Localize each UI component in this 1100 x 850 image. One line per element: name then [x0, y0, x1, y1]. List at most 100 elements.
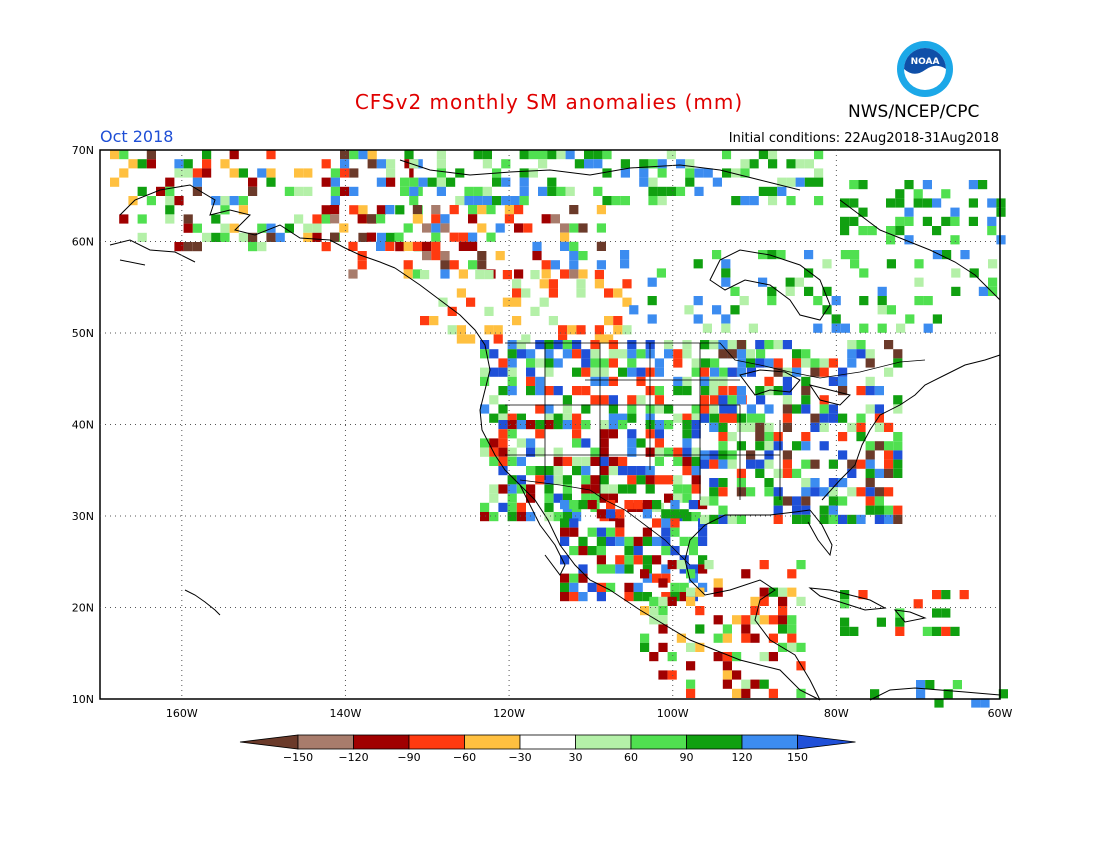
- anomaly-cell: [886, 198, 896, 208]
- anomaly-cell: [913, 189, 923, 199]
- anomaly-cell: [165, 186, 175, 196]
- anomaly-cell: [431, 232, 441, 242]
- anomaly-cell: [840, 216, 850, 226]
- anomaly-cell: [764, 478, 774, 488]
- anomaly-cell: [581, 493, 591, 503]
- lat-tick-label: 70N: [72, 144, 94, 157]
- anomaly-cell: [700, 386, 710, 396]
- anomaly-cell: [759, 652, 769, 662]
- anomaly-cell: [562, 484, 572, 494]
- anomaly-cell: [847, 349, 857, 359]
- anomaly-cell: [376, 232, 386, 242]
- longitude-labels: 160W 140W 120W 100W 80W 60W: [166, 707, 1013, 720]
- anomaly-cell: [988, 277, 998, 287]
- anomaly-cell: [312, 232, 322, 242]
- anomaly-cell: [562, 349, 572, 359]
- anomaly-cell: [664, 447, 674, 457]
- anomaly-cell: [596, 205, 606, 215]
- anomaly-cell: [647, 296, 657, 306]
- anomaly-cell: [596, 546, 606, 556]
- anomaly-cell: [550, 260, 560, 270]
- anomaly-cell: [581, 466, 591, 476]
- anomaly-cell: [727, 459, 737, 469]
- anomaly-cell: [710, 358, 720, 368]
- anomaly-cell: [501, 177, 511, 187]
- anomaly-cell: [174, 168, 184, 178]
- anomaly-cell: [709, 478, 719, 488]
- anomaly-cell: [764, 376, 774, 386]
- anomaly-cell: [248, 177, 258, 187]
- anomaly-cell: [357, 260, 367, 270]
- anomaly-cell: [507, 367, 517, 377]
- anomaly-cell: [664, 420, 674, 430]
- anomaly-cell: [840, 250, 850, 260]
- anomaly-cell: [782, 459, 792, 469]
- anomaly-cell: [574, 150, 584, 160]
- anomaly-cell: [731, 150, 741, 160]
- anomaly-cell: [581, 404, 591, 414]
- anomaly-cell: [661, 592, 671, 602]
- anomaly-cell: [594, 279, 604, 289]
- anomaly-cell: [736, 413, 746, 423]
- anomaly-cell: [550, 214, 560, 224]
- anomaly-cell: [376, 177, 386, 187]
- anomaly-cell: [620, 159, 630, 169]
- anomaly-cell: [395, 205, 405, 215]
- anomaly-cell: [758, 277, 768, 287]
- anomaly-cell: [782, 395, 792, 405]
- anomaly-cell: [572, 367, 582, 377]
- anomaly-cell: [412, 205, 422, 215]
- anomaly-cell: [477, 223, 487, 233]
- anomaly-cell: [679, 509, 689, 519]
- anomaly-cell: [526, 493, 536, 503]
- anomaly-cell: [611, 196, 621, 206]
- agency-label: NWS/NCEP/CPC: [848, 102, 980, 122]
- anomaly-cell: [782, 468, 792, 478]
- anomaly-cell: [590, 349, 600, 359]
- anomaly-cell: [553, 466, 563, 476]
- anomaly-cell: [795, 159, 805, 169]
- anomaly-cell: [639, 168, 649, 178]
- anomaly-cell: [893, 505, 903, 515]
- anomaly-cell: [673, 349, 683, 359]
- anomaly-cell: [792, 468, 802, 478]
- anomaly-cell: [667, 560, 677, 570]
- anomaly-cell: [905, 314, 915, 324]
- anomaly-cell: [796, 560, 806, 570]
- anomaly-cell: [721, 323, 731, 333]
- anomaly-cell: [535, 386, 545, 396]
- anomaly-cell: [615, 518, 625, 528]
- anomaly-cell: [538, 150, 548, 160]
- anomaly-cell: [682, 349, 692, 359]
- anomaly-cell: [608, 413, 618, 423]
- anomaly-cell: [498, 404, 508, 414]
- anomaly-cell: [541, 260, 551, 270]
- anomaly-cell: [813, 323, 823, 333]
- anomaly-cell: [713, 578, 723, 588]
- anomaly-cell: [556, 150, 566, 160]
- anomaly-cell: [330, 196, 340, 206]
- anomaly-cell: [572, 456, 582, 466]
- anomaly-cell: [321, 214, 331, 224]
- anomaly-cell: [654, 386, 664, 396]
- anomaly-cell: [828, 505, 838, 515]
- anomaly-cell: [870, 689, 880, 699]
- anomaly-cell: [183, 242, 193, 252]
- anomaly-cell: [436, 177, 446, 187]
- anomaly-cell: [682, 438, 692, 448]
- anomaly-cell: [828, 376, 838, 386]
- anomaly-cell: [535, 466, 545, 476]
- anomaly-cell: [498, 358, 508, 368]
- anomaly-cell: [330, 168, 340, 178]
- anomaly-cell: [400, 186, 410, 196]
- anomaly-cell: [782, 386, 792, 396]
- anomaly-cell: [661, 527, 671, 537]
- anomaly-cell: [502, 270, 512, 280]
- anomaly-cell: [904, 180, 914, 190]
- anomaly-cell: [608, 358, 618, 368]
- anomaly-cell: [850, 250, 860, 260]
- anomaly-cell: [498, 429, 508, 439]
- anomaly-cell: [466, 297, 476, 307]
- anomaly-cell: [489, 484, 499, 494]
- anomaly-cell: [202, 150, 212, 160]
